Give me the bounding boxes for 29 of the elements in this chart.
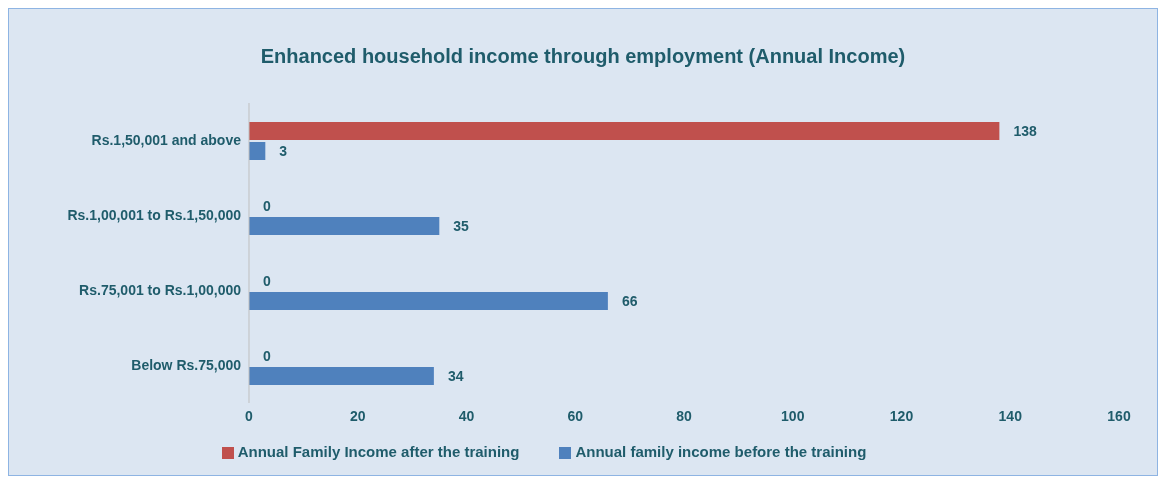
x-tick-label: 20 (349, 407, 366, 424)
x-tick-label: 60 (567, 407, 584, 424)
x-tick-label: 140 (998, 407, 1023, 424)
data-label: 35 (453, 218, 470, 234)
x-tick-label: 40 (458, 407, 475, 424)
y-tick-label: Below Rs.75,000 (131, 357, 242, 374)
data-label: 0 (263, 273, 271, 289)
bar (249, 142, 266, 160)
x-tick-label: 120 (889, 407, 914, 424)
x-tick-label: 80 (676, 407, 692, 424)
data-label: 0 (263, 198, 271, 214)
data-label: 3 (279, 143, 288, 159)
x-tick-label: 160 (1107, 407, 1131, 424)
data-label: 34 (447, 368, 464, 384)
bar (249, 217, 440, 235)
y-tick-label: Rs.1,00,001 to Rs.1,50,000 (67, 207, 242, 224)
data-label: 0 (263, 348, 271, 364)
bar (249, 367, 434, 385)
y-tick-label: Rs.75,001 to Rs.1,00,000 (79, 282, 242, 299)
legend-label: Annual Family Income after the training (237, 443, 520, 460)
bar (249, 122, 1000, 140)
y-tick-label: Rs.1,50,001 and above (91, 132, 242, 149)
data-label: 66 (621, 293, 638, 309)
x-tick-label: 100 (781, 407, 805, 424)
x-tick-label: 0 (245, 407, 254, 424)
data-label: 138 (1013, 123, 1037, 139)
legend-label: Annual family income before the training (575, 443, 867, 460)
bar (249, 292, 608, 310)
chart-title: Enhanced household income through employment (Annual Income) (259, 44, 907, 69)
